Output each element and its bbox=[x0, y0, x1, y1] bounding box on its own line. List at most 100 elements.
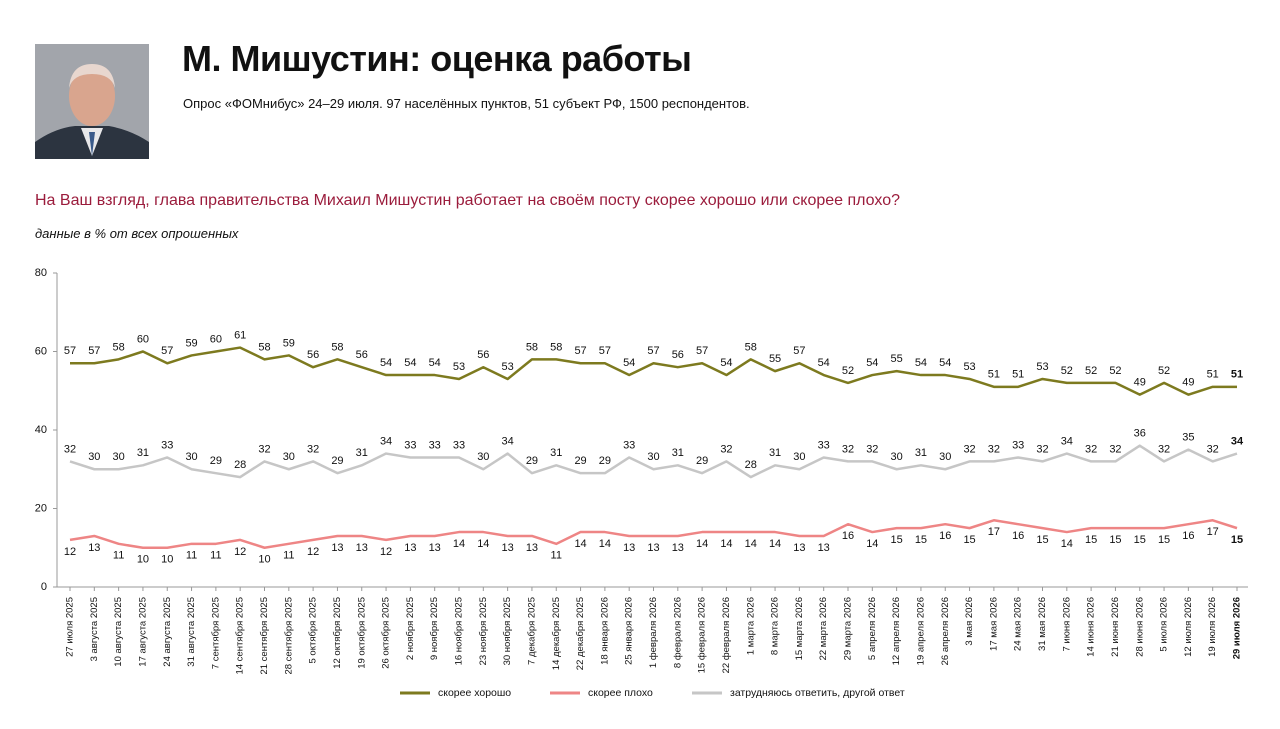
data-label: 34 bbox=[502, 435, 514, 447]
data-label: 29 bbox=[696, 455, 708, 467]
x-tick-label: 28 июня 2026 bbox=[1134, 597, 1145, 657]
series-line bbox=[69, 444, 1238, 479]
data-label: 54 bbox=[623, 357, 635, 369]
data-label: 32 bbox=[720, 443, 732, 455]
data-label: 55 bbox=[769, 353, 781, 365]
data-label: 53 bbox=[1036, 361, 1048, 373]
x-tick-label: 22 декабря 2025 bbox=[575, 597, 586, 670]
data-label: 15 bbox=[1158, 534, 1170, 546]
data-label: 56 bbox=[477, 349, 489, 361]
x-tick-label: 9 ноября 2025 bbox=[429, 597, 440, 660]
data-label: 32 bbox=[842, 443, 854, 455]
data-label: 13 bbox=[429, 542, 441, 554]
data-label: 58 bbox=[258, 341, 270, 353]
data-label: 54 bbox=[939, 357, 951, 369]
x-tick-label: 1 марта 2026 bbox=[745, 597, 756, 655]
data-label: 52 bbox=[1061, 365, 1073, 377]
data-label: 57 bbox=[64, 345, 76, 357]
x-tick-label: 24 мая 2026 bbox=[1013, 597, 1024, 651]
x-tick-label: 19 апреля 2026 bbox=[915, 597, 926, 665]
y-tick-label: 0 bbox=[41, 581, 47, 593]
x-tick-label: 31 августа 2025 bbox=[186, 597, 197, 667]
data-label: 13 bbox=[793, 542, 805, 554]
x-tick-label: 2 ноября 2025 bbox=[405, 597, 416, 660]
data-label: 56 bbox=[307, 349, 319, 361]
x-tick-label: 26 октября 2025 bbox=[381, 597, 392, 669]
data-label: 33 bbox=[404, 439, 416, 451]
data-label: 32 bbox=[258, 443, 270, 455]
data-label: 54 bbox=[866, 357, 878, 369]
x-tick-label: 14 сентября 2025 bbox=[235, 597, 246, 675]
data-label: 11 bbox=[210, 550, 221, 562]
data-label: 13 bbox=[88, 542, 100, 554]
data-label: 16 bbox=[939, 530, 951, 542]
data-label: 29 bbox=[210, 455, 222, 467]
x-tick-label: 12 октября 2025 bbox=[332, 597, 343, 669]
data-label: 57 bbox=[647, 345, 659, 357]
data-label: 14 bbox=[477, 538, 489, 550]
data-label: 51 bbox=[1207, 369, 1219, 381]
data-label: 30 bbox=[939, 451, 951, 463]
chart: 0 20 40 60 80 27 июля 2025 3 августа 2025 10 ав… bbox=[35, 267, 1248, 699]
data-label: 15 bbox=[1109, 534, 1121, 546]
data-label: 49 bbox=[1182, 377, 1194, 389]
data-label: 13 bbox=[818, 542, 830, 554]
data-label: 30 bbox=[647, 451, 659, 463]
data-label: 14 bbox=[574, 538, 586, 550]
data-label: 34 bbox=[1061, 435, 1073, 447]
data-label: 58 bbox=[526, 341, 538, 353]
x-tick-label: 29 июля 2026 bbox=[1232, 597, 1243, 659]
data-label: 61 bbox=[234, 329, 246, 341]
data-label: 35 bbox=[1182, 432, 1194, 444]
data-label: 13 bbox=[356, 542, 368, 554]
x-tick-label: 21 июня 2026 bbox=[1110, 597, 1121, 657]
data-label: 51 bbox=[988, 369, 1000, 381]
data-label: 29 bbox=[599, 455, 611, 467]
data-label: 54 bbox=[720, 357, 732, 369]
x-tick-label: 14 декабря 2025 bbox=[551, 597, 562, 670]
data-label: 32 bbox=[307, 443, 319, 455]
data-label: 57 bbox=[88, 345, 100, 357]
data-label: 60 bbox=[137, 333, 149, 345]
x-tick-label: 12 апреля 2026 bbox=[891, 597, 902, 665]
data-label: 33 bbox=[429, 439, 441, 451]
data-label: 32 bbox=[64, 443, 76, 455]
x-tick-label: 8 марта 2026 bbox=[770, 597, 781, 655]
x-tick-label: 31 мая 2026 bbox=[1037, 597, 1048, 651]
x-tick-label: 8 февраля 2026 bbox=[672, 597, 683, 668]
data-label: 57 bbox=[696, 345, 708, 357]
x-tick-label: 3 августа 2025 bbox=[89, 597, 100, 661]
x-tick-label: 19 июля 2026 bbox=[1207, 597, 1218, 657]
data-label: 30 bbox=[891, 451, 903, 463]
data-label: 30 bbox=[477, 451, 489, 463]
x-tick-label: 3 мая 2026 bbox=[964, 597, 975, 646]
data-label: 15 bbox=[1134, 534, 1146, 546]
data-label: 29 bbox=[526, 455, 538, 467]
data-label: 32 bbox=[1085, 443, 1097, 455]
data-label: 31 bbox=[356, 447, 368, 459]
x-tick-label: 7 декабря 2025 bbox=[526, 597, 537, 665]
data-label: 29 bbox=[331, 455, 343, 467]
title: М. Мишустин: оценка работы bbox=[182, 38, 692, 79]
legend-label: скорее хорошо bbox=[438, 687, 511, 699]
data-label: 32 bbox=[963, 443, 975, 455]
data-label: 10 bbox=[258, 554, 270, 566]
data-label: 52 bbox=[842, 365, 854, 377]
y-tick-label: 40 bbox=[35, 424, 47, 436]
data-label: 32 bbox=[1109, 443, 1121, 455]
x-tick-label: 10 августа 2025 bbox=[113, 597, 124, 667]
x-tick-label: 1 февраля 2026 bbox=[648, 597, 659, 668]
data-label: 16 bbox=[1182, 530, 1194, 542]
y-tick-label: 60 bbox=[35, 345, 47, 357]
data-label: 13 bbox=[623, 542, 635, 554]
data-label: 52 bbox=[1158, 365, 1170, 377]
data-label: 59 bbox=[185, 337, 197, 349]
data-label: 11 bbox=[551, 550, 562, 562]
data-label: 15 bbox=[1231, 534, 1243, 546]
data-label: 11 bbox=[113, 550, 124, 562]
data-label: 14 bbox=[866, 538, 878, 550]
x-tick-label: 14 июня 2026 bbox=[1086, 597, 1097, 657]
data-label: 15 bbox=[915, 534, 927, 546]
portrait-photo bbox=[35, 44, 149, 159]
